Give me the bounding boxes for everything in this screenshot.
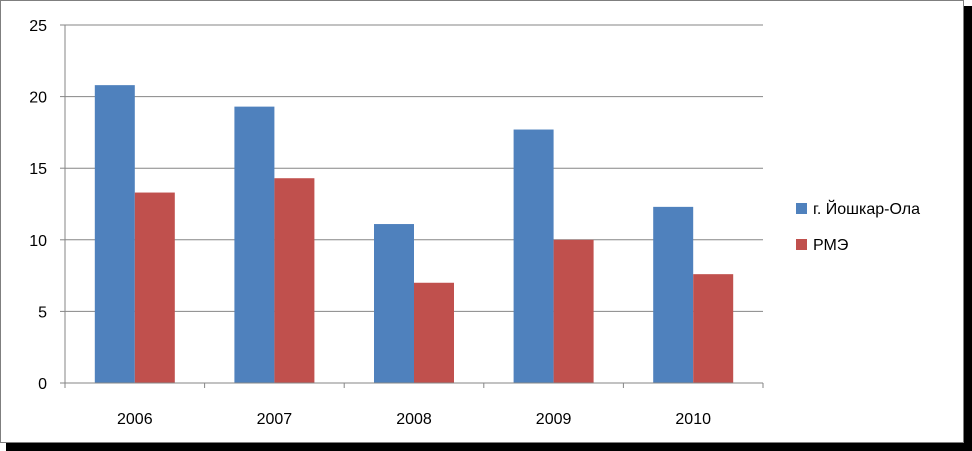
frame-shadow-bottom — [6, 443, 972, 451]
bar-2007-series-1 — [234, 106, 275, 384]
bar-2010-series-1 — [653, 206, 694, 383]
axes — [60, 24, 764, 388]
y-tick-label: 15 — [29, 161, 47, 178]
y-tick-label: 25 — [29, 18, 47, 35]
grid-lines — [65, 24, 763, 312]
legend-label-series-2: РМЭ — [813, 237, 848, 254]
bar-2008-series-1 — [374, 224, 414, 383]
legend: г. Йошкар-Ола РМЭ — [796, 199, 920, 254]
bar-2009-series-2 — [553, 239, 594, 383]
bars — [94, 85, 734, 384]
x-tick-labels: 2006 2007 2008 2009 2010 — [117, 411, 711, 428]
y-tick-label: 20 — [29, 90, 47, 107]
legend-swatch-series-2 — [796, 239, 807, 250]
bar-2006-series-1 — [94, 85, 135, 384]
bar-2007-series-2 — [274, 178, 315, 383]
frame-shadow-right — [964, 6, 972, 451]
y-tick-label: 5 — [38, 304, 47, 321]
bar-2010-series-2 — [693, 274, 734, 383]
x-tick-label: 2010 — [675, 411, 711, 428]
x-tick-label: 2007 — [257, 411, 293, 428]
y-tick-label: 10 — [29, 233, 47, 250]
x-tick-label: 2008 — [396, 411, 432, 428]
bar-2009-series-1 — [513, 129, 554, 383]
bar-2006-series-2 — [134, 192, 175, 383]
bar-2008-series-2 — [414, 282, 454, 383]
legend-label-series-1: г. Йошкар-Ола — [813, 199, 920, 218]
x-tick-label: 2009 — [536, 411, 572, 428]
chart-frame: 0 5 10 15 20 25 2006 2007 2008 2009 2010 г. Йошка… — [0, 0, 964, 443]
y-tick-label: 0 — [38, 376, 47, 393]
bar-chart: 0 5 10 15 20 25 2006 2007 2008 2009 2010 г. Йошка… — [29, 18, 920, 428]
x-tick-label: 2006 — [117, 411, 153, 428]
legend-swatch-series-1 — [796, 203, 807, 214]
y-tick-labels: 0 5 10 15 20 25 — [29, 18, 47, 393]
